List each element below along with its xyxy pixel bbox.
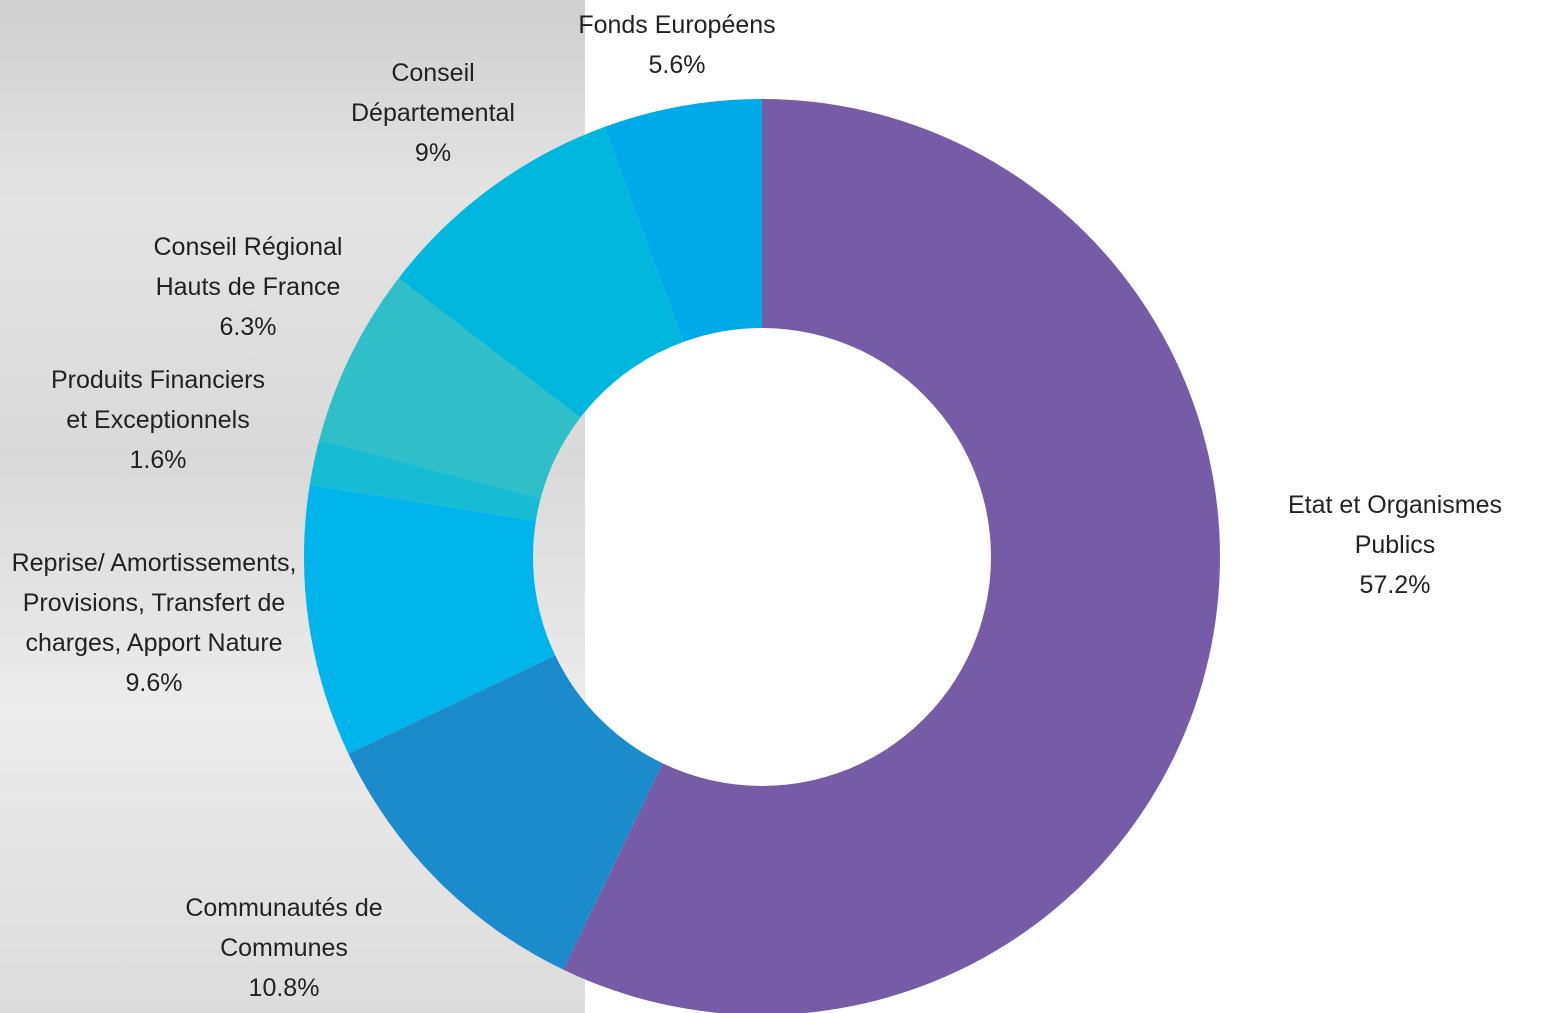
category-name: Etat et Organismes Publics: [1288, 491, 1502, 559]
slice: [319, 278, 581, 499]
slice: [563, 99, 1220, 1013]
category-name: Produits Financiers et Exceptionnels: [51, 366, 265, 434]
category-name: Conseil Départemental: [351, 59, 515, 127]
category-name: Fonds Européens: [578, 11, 776, 39]
slice: [348, 655, 663, 970]
slice-label: Conseil Départemental 9%: [313, 53, 553, 173]
slice-label: Produits Financiers et Exceptionnels 1.6%: [43, 360, 273, 480]
slice: [304, 484, 556, 754]
value-label: 1.6%: [129, 446, 187, 474]
slice-label: Reprise/ Amortissements, Provisions, Tra…: [4, 543, 304, 703]
category-name: Conseil Régional Hauts de France: [153, 233, 343, 301]
slice-label: Etat et Organismes Publics 57.2%: [1245, 485, 1541, 605]
slice-label: Fonds Européens 5.6%: [537, 5, 817, 85]
slice: [309, 439, 541, 521]
category-name: Reprise/ Amortissements, Provisions, Tra…: [11, 549, 297, 657]
value-label: 9.6%: [125, 669, 183, 697]
slice: [604, 99, 762, 343]
slice-label: Conseil Régional Hauts de France 6.3%: [118, 227, 378, 347]
slice-label: Communautés de Communes 10.8%: [144, 888, 424, 1008]
value-label: 57.2%: [1359, 571, 1431, 599]
category-name: Communautés de Communes: [185, 894, 383, 962]
value-label: 9%: [414, 139, 452, 167]
value-label: 5.6%: [648, 51, 706, 79]
slice: [398, 127, 684, 418]
value-label: 6.3%: [219, 313, 277, 341]
value-label: 10.8%: [248, 974, 320, 1002]
